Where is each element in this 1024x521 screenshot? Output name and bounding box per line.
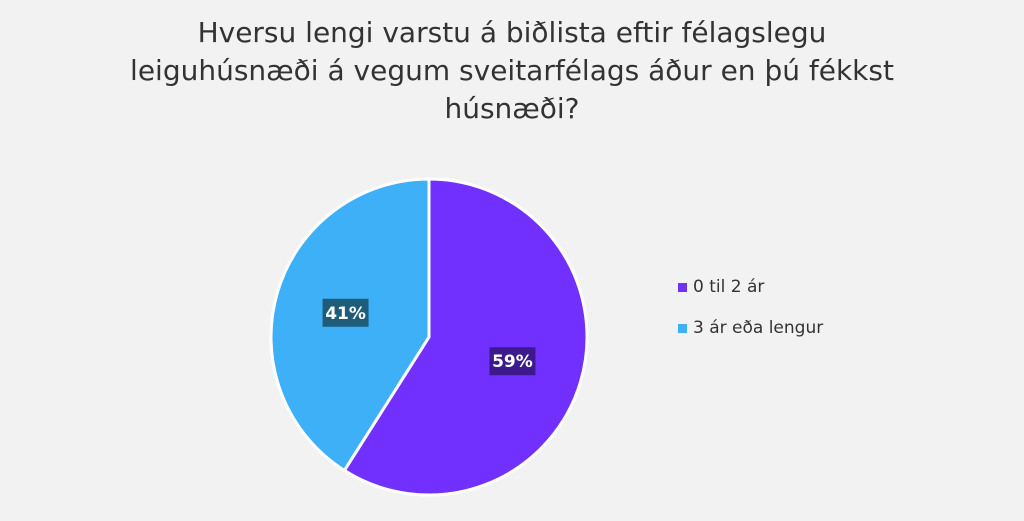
pie-slice-0 xyxy=(342,177,589,497)
slice-label-text: 59% xyxy=(492,352,533,372)
slice-label-1: 41% xyxy=(322,298,369,327)
legend-label: 3 ár eða lengur xyxy=(693,318,824,338)
chart-title-line: húsnæði? xyxy=(444,92,580,125)
legend-swatch xyxy=(678,323,687,333)
slice-label-bg xyxy=(322,298,369,327)
legend-item-1: 3 ár eða lengur xyxy=(678,318,823,338)
chart-title-line: Hversu lengi varstu á biðlista eftir fél… xyxy=(197,16,827,49)
legend-swatch xyxy=(678,282,687,292)
chart-title: Hversu lengi varstu á biðlista eftir fél… xyxy=(0,14,1024,128)
slice-label-0: 59% xyxy=(489,347,536,376)
legend-label: 0 til 2 ár xyxy=(693,277,765,297)
legend-item-0: 0 til 2 ár xyxy=(678,277,764,297)
slice-label-bg xyxy=(489,347,536,376)
slice-label-text: 41% xyxy=(325,304,366,324)
chart-title-line: leiguhúsnæði á vegum sveitarfélags áður … xyxy=(130,54,894,87)
